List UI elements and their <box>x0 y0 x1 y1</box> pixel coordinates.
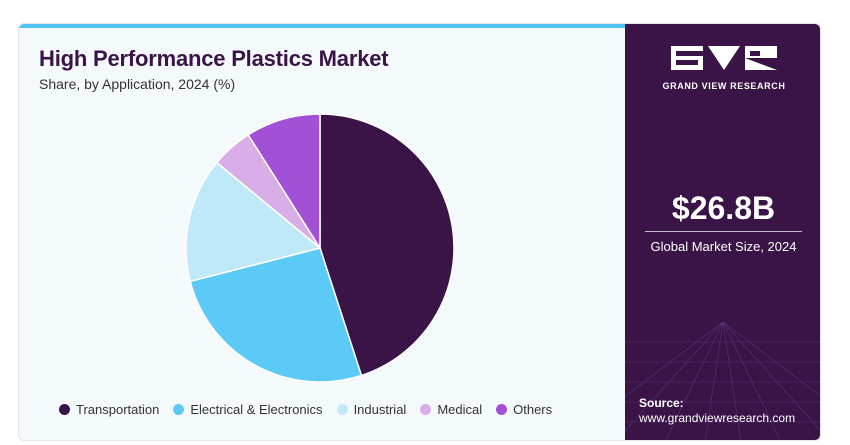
legend-label: Industrial <box>353 402 407 417</box>
infographic-card: High Performance Plastics Market Share, … <box>18 23 821 441</box>
legend-item: Electrical & Electronics <box>173 402 323 417</box>
chart-title: High Performance Plastics Market <box>39 46 389 71</box>
legend-item: Industrial <box>336 402 407 417</box>
accent-bar <box>19 24 625 28</box>
decorative-grid <box>625 322 820 440</box>
legend-swatch <box>420 404 432 415</box>
pie-slice-others <box>247 113 321 251</box>
legend-swatch <box>59 404 70 415</box>
source-label: Source: <box>639 396 684 410</box>
legend-label: Transportation <box>76 402 160 417</box>
legend-item: Medical <box>420 402 482 417</box>
chart-subtitle: Share, by Application, 2024 (%) <box>39 76 236 92</box>
source-note: Source: www.grandviewresearch.com <box>639 396 795 426</box>
grand-view-research-logo <box>671 46 777 70</box>
pie-slice-electrical-electronics <box>189 247 363 383</box>
legend-swatch <box>496 404 508 415</box>
market-size-label: Global Market Size, 2024 <box>650 239 797 254</box>
divider <box>645 231 802 232</box>
chart-legend: Transportation Electrical & Electronics In… <box>59 402 566 417</box>
legend-swatch <box>336 404 348 415</box>
pie-slice-industrial <box>185 161 322 283</box>
legend-item: Others <box>496 402 552 417</box>
legend-swatch <box>173 404 185 415</box>
market-size-value: $26.8B <box>671 190 776 226</box>
legend-label: Others <box>513 402 553 417</box>
brand-sidebar: GRAND VIEW RESEARCH $26.8B Global Market… <box>625 24 820 440</box>
pie-chart <box>185 113 455 383</box>
legend-label: Medical <box>437 402 483 417</box>
brand-name: GRAND VIEW RESEARCH <box>662 81 786 91</box>
legend-item: Transportation <box>59 402 159 417</box>
source-url[interactable]: www.grandviewresearch.com <box>639 411 796 425</box>
legend-label: Electrical & Electronics <box>190 402 323 417</box>
pie-slice-transportation <box>319 113 455 377</box>
